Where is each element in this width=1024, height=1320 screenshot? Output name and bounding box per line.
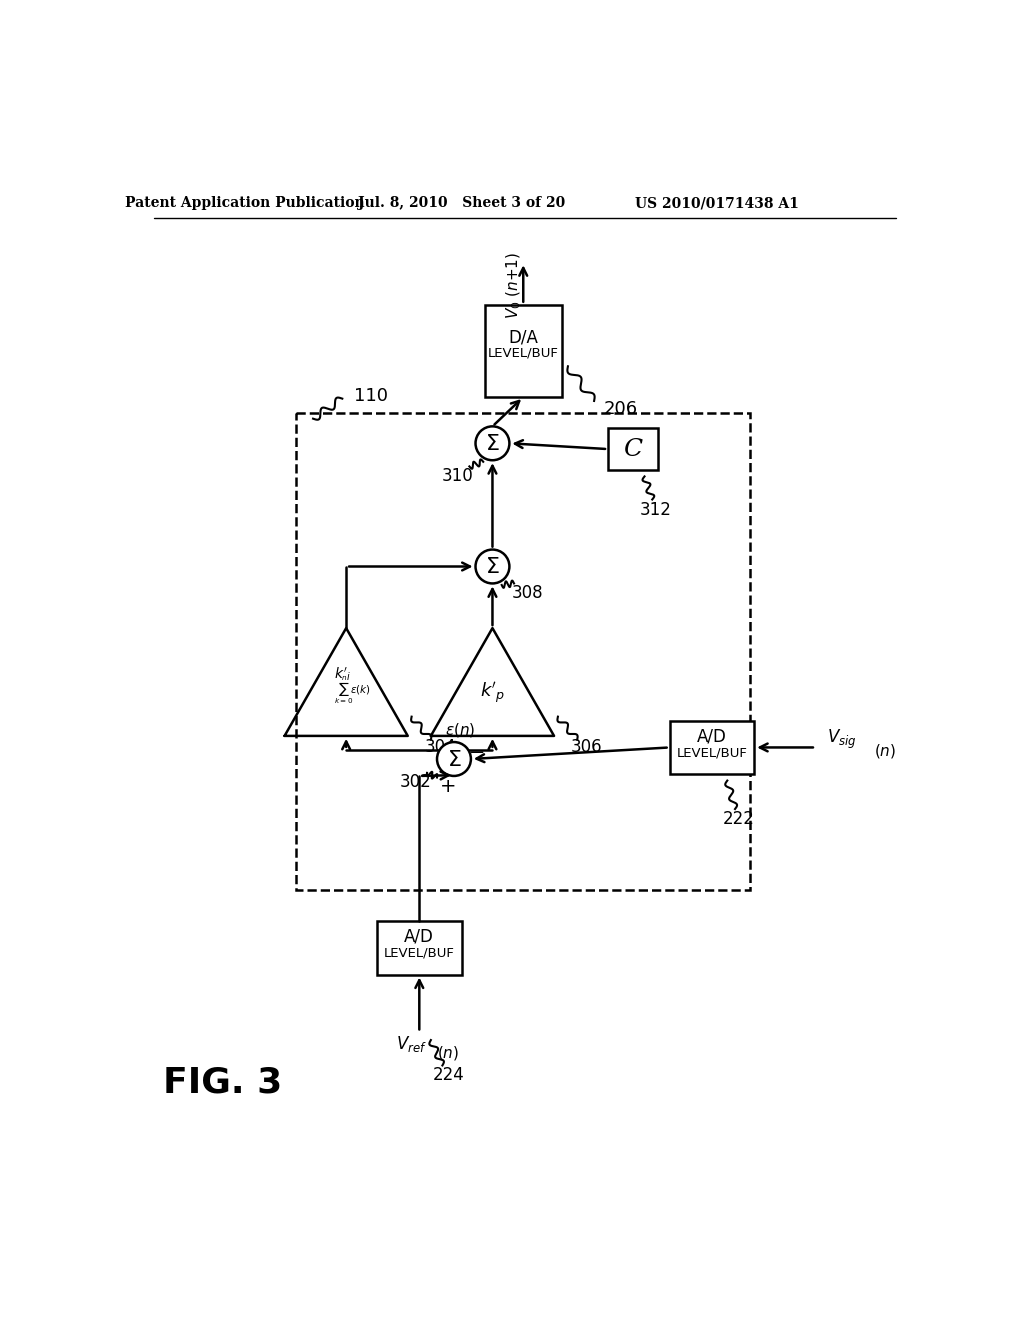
Text: $V_0$ $(n{+}1)$: $V_0$ $(n{+}1)$ <box>505 252 523 319</box>
FancyBboxPatch shape <box>377 921 462 974</box>
Text: $\Sigma$: $\Sigma$ <box>446 750 461 770</box>
Text: $\Sigma$: $\Sigma$ <box>485 434 500 454</box>
Text: +: + <box>439 777 456 796</box>
Text: Jul. 8, 2010   Sheet 3 of 20: Jul. 8, 2010 Sheet 3 of 20 <box>358 197 565 210</box>
Text: FIG. 3: FIG. 3 <box>164 1065 283 1100</box>
Text: 304: 304 <box>424 738 456 756</box>
Text: $\varepsilon(n)$: $\varepsilon(n)$ <box>444 721 475 739</box>
Text: US 2010/0171438 A1: US 2010/0171438 A1 <box>635 197 800 210</box>
Text: 206: 206 <box>604 400 638 417</box>
Text: 110: 110 <box>354 387 388 404</box>
Text: $V_{sig}$: $V_{sig}$ <box>827 729 857 751</box>
Text: Patent Application Publication: Patent Application Publication <box>125 197 365 210</box>
Text: 222: 222 <box>723 810 755 828</box>
Text: LEVEL/BUF: LEVEL/BUF <box>677 746 748 759</box>
Text: 306: 306 <box>570 738 602 756</box>
Text: $k'_p$: $k'_p$ <box>480 681 505 706</box>
Text: 302: 302 <box>399 774 431 791</box>
Text: $\sum_{k=0}^{n}\!\varepsilon(k)$: $\sum_{k=0}^{n}\!\varepsilon(k)$ <box>334 673 371 706</box>
Text: A/D: A/D <box>404 928 434 946</box>
Text: $(n)$: $(n)$ <box>873 742 896 760</box>
Circle shape <box>437 742 471 776</box>
Text: LEVEL/BUF: LEVEL/BUF <box>487 347 559 360</box>
Text: 308: 308 <box>511 585 543 602</box>
Text: $(n)$: $(n)$ <box>437 1044 460 1063</box>
Text: $k'_i$: $k'_i$ <box>334 665 351 684</box>
Text: −: − <box>469 743 485 763</box>
Text: 310: 310 <box>442 467 474 484</box>
Text: 312: 312 <box>640 502 672 519</box>
Text: C: C <box>624 437 642 461</box>
Text: $\Sigma$: $\Sigma$ <box>485 557 500 577</box>
FancyBboxPatch shape <box>608 428 658 470</box>
Circle shape <box>475 426 509 461</box>
Text: A/D: A/D <box>697 727 727 746</box>
Text: D/A: D/A <box>508 329 539 346</box>
Text: 224: 224 <box>433 1065 465 1084</box>
FancyBboxPatch shape <box>296 412 751 890</box>
FancyBboxPatch shape <box>670 721 755 775</box>
Circle shape <box>475 549 509 583</box>
Text: $V_{ref}$: $V_{ref}$ <box>396 1034 427 1053</box>
FancyBboxPatch shape <box>484 305 562 397</box>
Text: LEVEL/BUF: LEVEL/BUF <box>384 946 455 960</box>
